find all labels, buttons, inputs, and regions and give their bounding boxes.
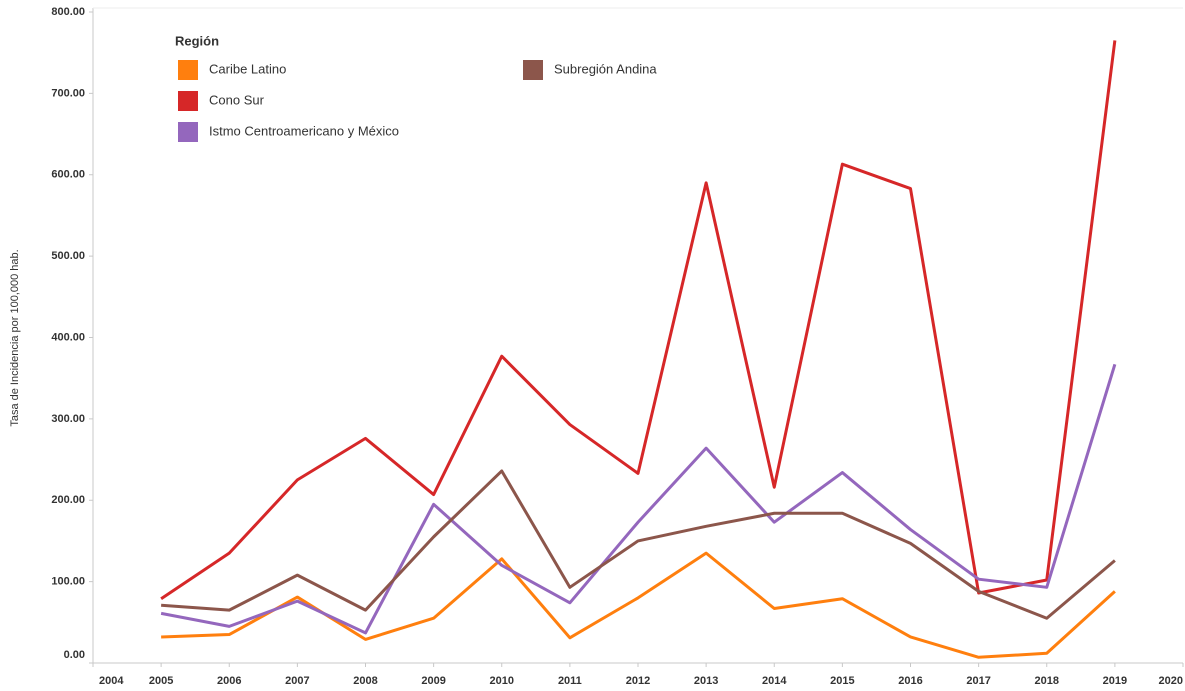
y-tick-label: 700.00 [51, 87, 85, 99]
y-axis-label: Tasa de Incidencia por 100,000 hab. [9, 249, 21, 426]
legend-swatch [178, 60, 198, 80]
legend-label: Caribe Latino [209, 61, 286, 76]
x-tick-label: 2014 [762, 675, 787, 687]
x-tick-label: 2011 [558, 675, 582, 687]
x-tick-label: 2006 [217, 675, 241, 687]
x-tick-label: 2012 [626, 675, 650, 687]
x-tick-label: 2010 [490, 675, 514, 687]
y-tick-label: 400.00 [51, 331, 85, 343]
x-tick-label: 2008 [353, 675, 377, 687]
series-line [160, 363, 1117, 635]
x-tick-label: 2009 [421, 675, 445, 687]
y-tick-label: 600.00 [51, 169, 85, 181]
legend-label: Istmo Centroamericano y México [209, 123, 399, 138]
legend-swatch [523, 60, 543, 80]
legend-title: Región [175, 33, 219, 48]
x-tick-label: 2017 [966, 675, 990, 687]
x-tick-label: 2004 [99, 675, 124, 687]
legend-label: Cono Sur [209, 92, 265, 107]
x-tick-label: 2018 [1035, 675, 1059, 687]
x-tick-label: 2007 [285, 675, 309, 687]
y-tick-label: 0.00 [64, 649, 85, 661]
y-tick-label: 300.00 [51, 413, 85, 425]
x-tick-label: 2005 [149, 675, 173, 687]
legend-label: Subregión Andina [554, 61, 657, 76]
x-tick-label: 2019 [1103, 675, 1127, 687]
x-tick-label: 2015 [830, 675, 854, 687]
legend-swatch [178, 91, 198, 111]
x-tick-label: 2016 [898, 675, 922, 687]
y-tick-label: 800.00 [51, 6, 85, 18]
legend-swatch [178, 122, 198, 142]
x-tick-label: 2020 [1159, 675, 1183, 687]
x-tick-label: 2013 [694, 675, 718, 687]
series-line [160, 40, 1117, 600]
y-tick-label: 500.00 [51, 250, 85, 262]
series-line [161, 469, 1116, 620]
y-tick-label: 200.00 [51, 494, 85, 506]
y-tick-label: 100.00 [51, 576, 85, 588]
